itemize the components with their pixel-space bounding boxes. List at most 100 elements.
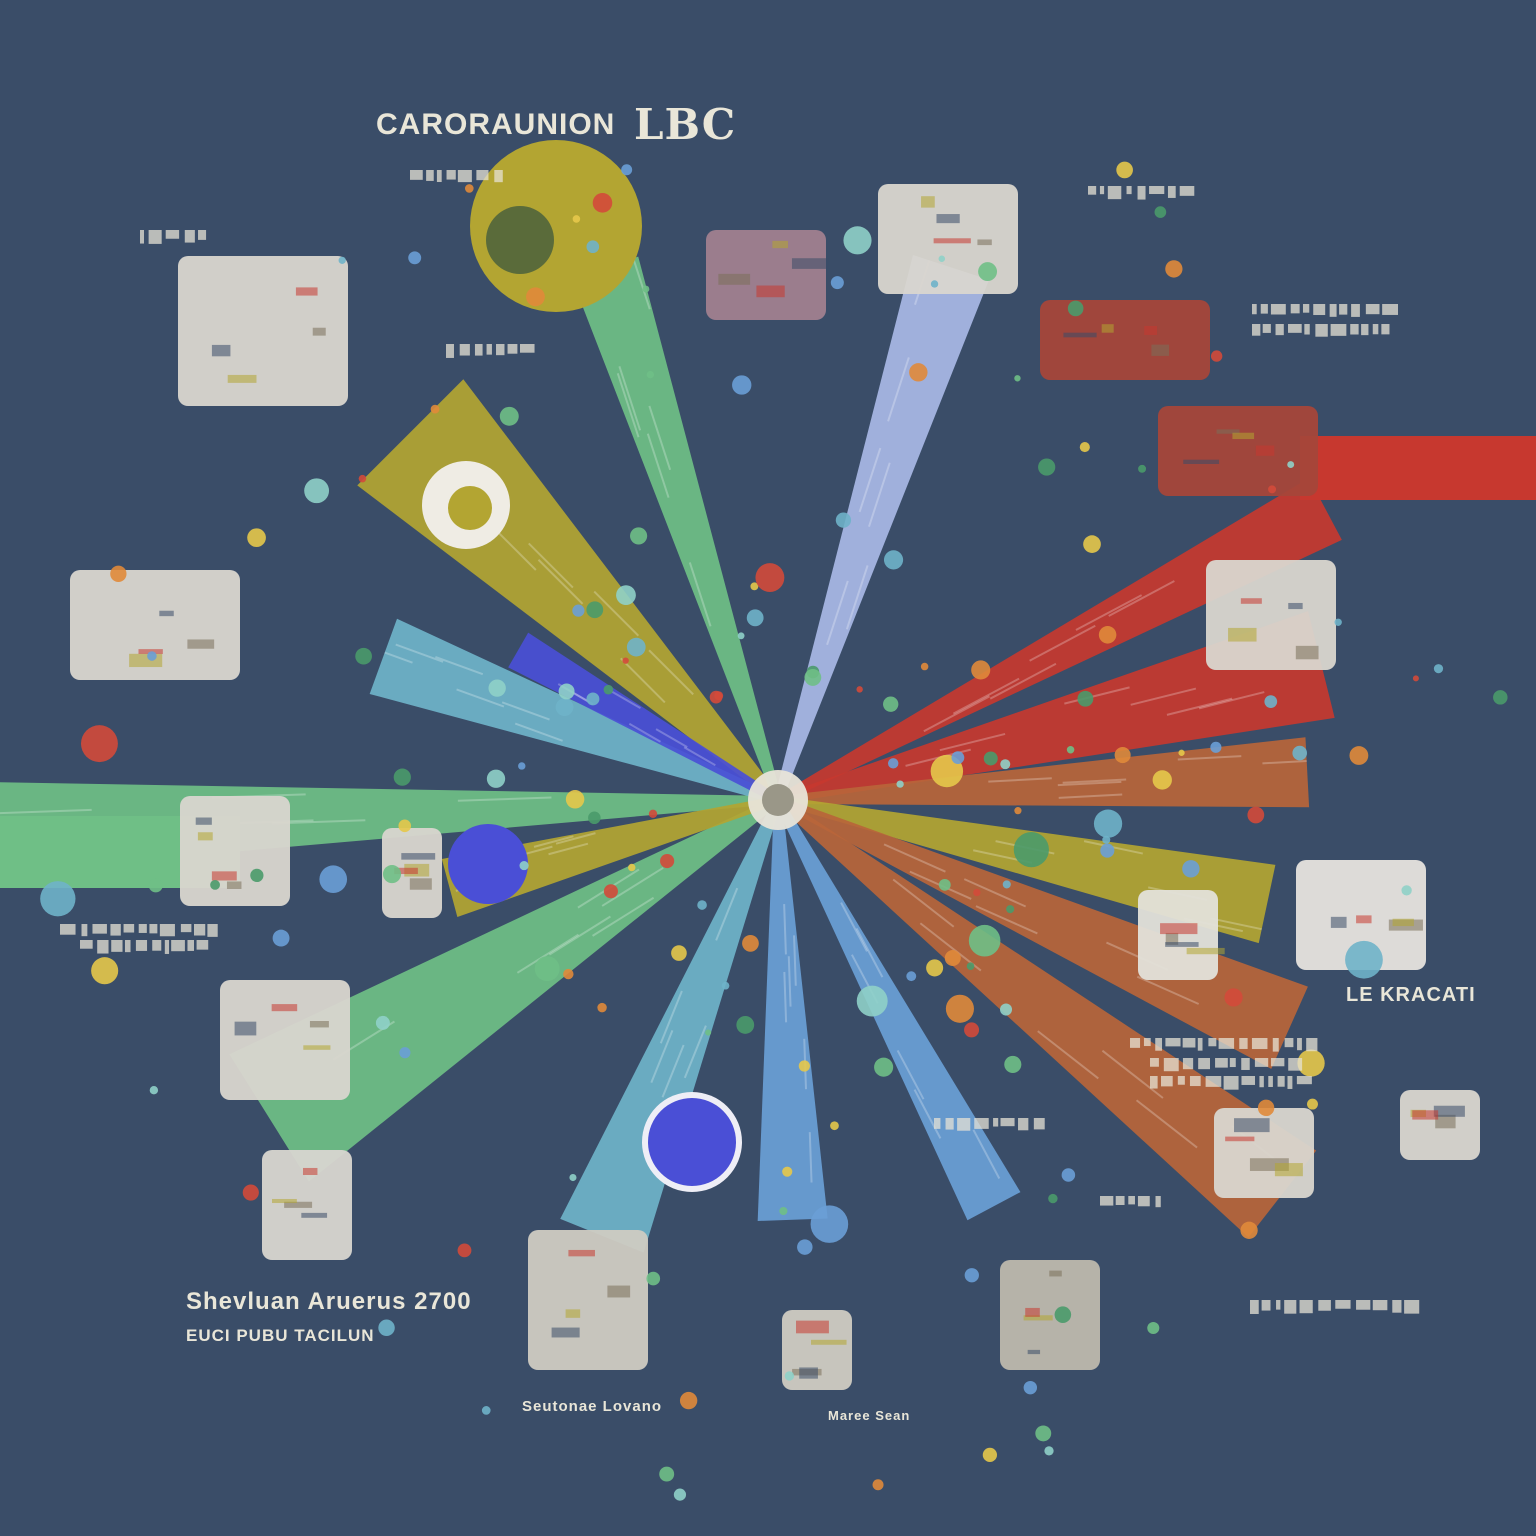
ray-streak	[516, 933, 579, 974]
confetti-dot	[856, 985, 888, 1017]
scribble-4	[446, 344, 535, 358]
confetti-dot	[1044, 1446, 1054, 1456]
scribble-glyph	[1339, 304, 1348, 315]
scribble-glyph	[1018, 1118, 1029, 1131]
scribble-glyph	[1115, 1196, 1125, 1205]
confetti-dot	[938, 878, 951, 891]
paint-ray-16	[508, 632, 780, 804]
red-band-right	[1300, 436, 1536, 500]
confetti-dot	[1224, 988, 1243, 1007]
scribble-glyph	[1107, 186, 1122, 200]
confetti-dot	[272, 929, 290, 947]
scribble-glyph	[1262, 324, 1271, 333]
card-mark	[1165, 932, 1179, 945]
confetti-dot	[782, 1166, 793, 1177]
ray-streak	[514, 722, 563, 742]
confetti-dot	[732, 375, 752, 395]
confetti-dot	[563, 968, 574, 980]
ray-streak	[1057, 780, 1122, 787]
paint-ray-12	[229, 796, 781, 1182]
confetti-dot	[697, 900, 707, 910]
confetti-dot	[1287, 461, 1295, 469]
collage-card-0	[178, 256, 348, 406]
scribble-glyph	[165, 230, 180, 239]
scribble-glyph	[1182, 1038, 1196, 1048]
ray-streak	[1064, 686, 1130, 705]
paint-ray-10	[757, 799, 828, 1221]
ray-streak	[868, 462, 891, 527]
confetti-dot	[586, 601, 604, 619]
card-mark	[791, 258, 829, 269]
scribble-3	[1252, 324, 1390, 337]
scribble-6	[80, 940, 209, 954]
ray-streak	[528, 542, 574, 589]
confetti-dot	[856, 686, 863, 693]
confetti-dot	[830, 1121, 839, 1131]
confetti-dot	[1147, 1322, 1160, 1335]
confetti-dot	[572, 215, 581, 223]
confetti-dot	[1240, 1221, 1258, 1239]
confetti-dot	[378, 1319, 395, 1336]
confetti-dot	[457, 1243, 472, 1258]
ray-streak	[648, 405, 672, 471]
confetti-dot	[1006, 905, 1015, 914]
scribble-glyph	[135, 940, 148, 951]
collage-card-6	[220, 980, 350, 1100]
ray-streak	[826, 580, 849, 646]
confetti-dot	[40, 881, 76, 917]
scribble-glyph	[1297, 1038, 1302, 1051]
confetti-dot	[616, 585, 636, 606]
scribble-glyph	[1288, 324, 1302, 333]
scribble-glyph	[1197, 1038, 1203, 1051]
card-mark	[1412, 1110, 1439, 1120]
confetti-dot	[648, 809, 658, 818]
confetti-dot	[896, 780, 904, 788]
scribble-glyph	[207, 924, 218, 937]
ray-streak	[683, 746, 716, 767]
scribble-glyph	[184, 230, 195, 243]
paint-ray-11	[560, 798, 782, 1253]
ray-streak	[793, 935, 797, 986]
confetti-dot	[1345, 940, 1383, 979]
confetti-dot	[971, 660, 991, 680]
card-mark	[1288, 602, 1303, 610]
confetti-dot	[968, 924, 1001, 957]
scribble-glyph	[1356, 1300, 1371, 1310]
scribble-glyph	[164, 940, 170, 954]
ray-streak	[1136, 975, 1200, 1005]
ray-streak	[1062, 778, 1127, 784]
confetti-dot	[1264, 695, 1278, 708]
confetti-dot	[982, 1447, 998, 1463]
scribble-glyph	[1252, 304, 1257, 315]
confetti-dot	[1152, 770, 1172, 790]
confetti-dot	[671, 945, 687, 961]
card-mark	[226, 881, 242, 889]
confetti-dot	[110, 565, 127, 582]
confetti-dot	[1433, 664, 1444, 674]
ray-streak	[646, 433, 670, 498]
card-body	[1206, 560, 1336, 670]
confetti-dot	[983, 751, 998, 766]
card-mark	[799, 1367, 818, 1379]
confetti-dots	[40, 116, 1508, 1501]
confetti-dot	[797, 1239, 813, 1255]
scribble-5	[60, 924, 218, 937]
scribble-glyph	[1150, 1058, 1159, 1067]
scribble-glyph	[1179, 186, 1195, 196]
confetti-dot	[1014, 807, 1022, 815]
confetti-dot	[399, 1047, 411, 1059]
ray-streak	[845, 565, 869, 630]
scribble-glyph	[410, 170, 423, 180]
confetti-dot	[1098, 626, 1117, 644]
scribble-glyph	[180, 924, 192, 933]
confetti-dot	[569, 1173, 577, 1182]
confetti-dot	[534, 956, 560, 982]
scribble-glyph	[1315, 324, 1328, 337]
scribble-glyph	[1239, 1038, 1248, 1049]
confetti-dot	[626, 637, 646, 657]
scribble-glyph	[1260, 304, 1268, 314]
card-body	[180, 796, 290, 906]
ray-streak	[533, 835, 574, 848]
ray-streak	[1029, 624, 1096, 662]
title-right: LBC	[634, 100, 737, 149]
